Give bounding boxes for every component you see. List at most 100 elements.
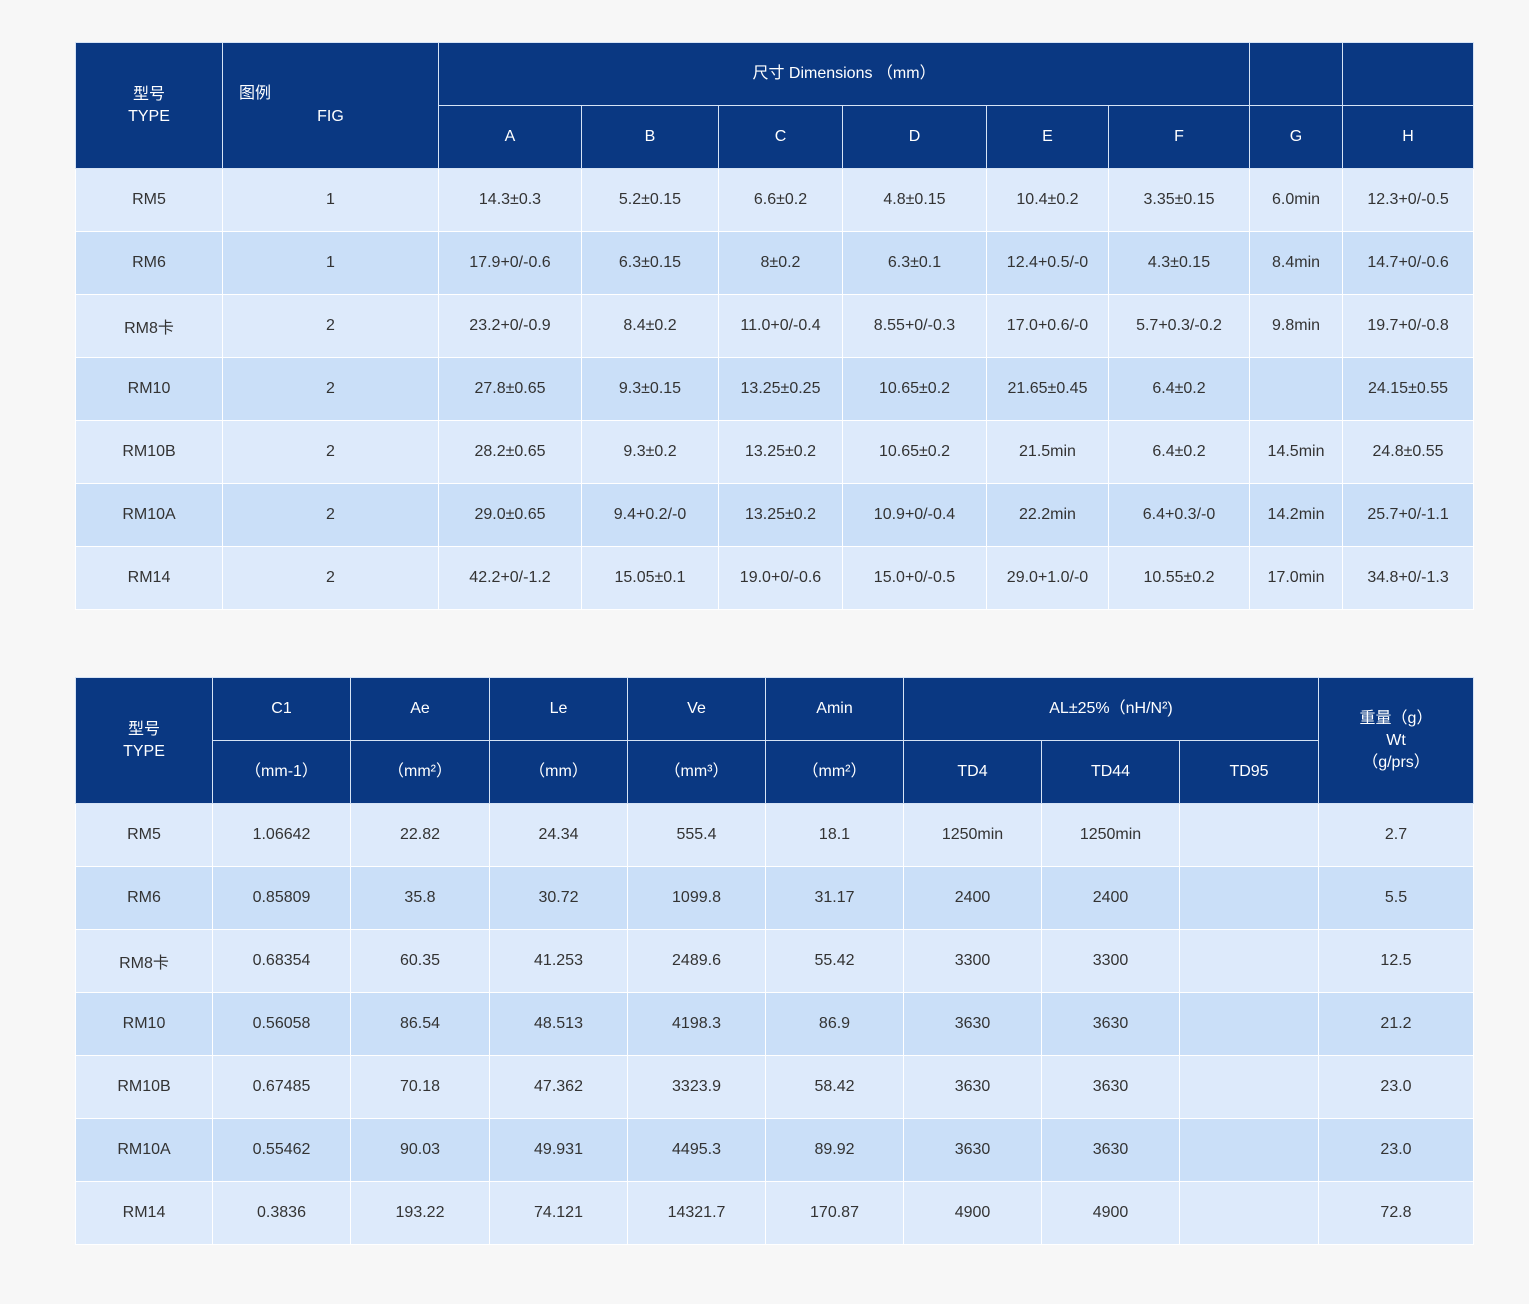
table-cell: 23.0 — [1318, 1118, 1474, 1182]
table-cell: 8±0.2 — [718, 231, 843, 295]
table-cell: 22.82 — [350, 803, 490, 867]
table-cell: 86.54 — [350, 992, 490, 1056]
table-cell: 9.8min — [1249, 294, 1344, 358]
table-cell: 1250min — [903, 803, 1042, 867]
table-cell: 9.3±0.2 — [581, 420, 719, 484]
table-cell: 42.2+0/-1.2 — [438, 546, 582, 610]
table-row: RM6 1 17.9+0/-0.6 6.3±0.15 8±0.2 6.3±0.1 12.4+… — [75, 231, 1475, 295]
table-cell: 5.5 — [1318, 866, 1474, 930]
table-cell: 0.67485 — [212, 1055, 351, 1119]
table-cell: 3630 — [903, 992, 1042, 1056]
table-cell: 41.253 — [489, 929, 628, 993]
dimensions-header: 尺寸 Dimensions （mm） — [437, 42, 1251, 106]
table-cell: 8.4±0.2 — [581, 294, 719, 358]
table-cell: 13.25±0.25 — [718, 357, 843, 421]
table-cell: 12.3+0/-0.5 — [1342, 168, 1475, 232]
table-cell: 48.513 — [489, 992, 628, 1056]
table-cell: 10.4±0.2 — [986, 168, 1109, 232]
table-row: RM14 0.3836 193.22 74.121 14321.7 170.87 4900 4… — [75, 1181, 1474, 1245]
table-cell: 6.4±0.2 — [1107, 420, 1251, 484]
table-cell: 6.0min — [1249, 168, 1344, 232]
table-cell: RM8卡 — [75, 294, 223, 358]
type-header-cn: 型号 — [132, 85, 165, 103]
unit-c1: （mm-1） — [212, 740, 351, 804]
table-row: RM5 1.06642 22.82 24.34 555.4 18.1 1250min 1250… — [75, 803, 1474, 867]
table-cell: 21.5min — [986, 420, 1109, 484]
dimensions-table-body: RM5 1 14.3±0.3 5.2±0.15 6.6±0.2 4.8±0.15 10.4±… — [75, 168, 1475, 610]
table-cell: 10.65±0.2 — [842, 357, 987, 421]
table-cell: 22.2min — [986, 483, 1109, 547]
table-cell: 6.3±0.15 — [581, 231, 719, 295]
table-cell: 5.7+0.3/-0.2 — [1107, 294, 1251, 358]
table-cell: 5.2±0.15 — [581, 168, 719, 232]
table-row: RM8卡 2 23.2+0/-0.9 8.4±0.2 11.0+0/-0.4 8.55+0… — [75, 294, 1475, 358]
table-cell — [1179, 866, 1319, 930]
h-header-top — [1342, 42, 1475, 106]
table-cell: 4.8±0.15 — [842, 168, 987, 232]
table-cell: RM10A — [75, 1118, 213, 1182]
type-header-2: 型号 TYPE — [75, 677, 213, 804]
table-row: RM10B 0.67485 70.18 47.362 3323.9 58.42 3630 36… — [75, 1055, 1474, 1119]
col-header-h: H — [1342, 105, 1475, 169]
table-cell: 0.55462 — [212, 1118, 351, 1182]
type-header-en: TYPE — [128, 107, 170, 125]
table-row: RM5 1 14.3±0.3 5.2±0.15 6.6±0.2 4.8±0.15 10.4±… — [75, 168, 1475, 232]
table-cell: 11.0+0/-0.4 — [718, 294, 843, 358]
table-cell: 49.931 — [489, 1118, 628, 1182]
table-cell: 89.92 — [765, 1118, 904, 1182]
table-row: RM10A 2 29.0±0.65 9.4+0.2/-0 13.25±0.2 10.9+0… — [75, 483, 1475, 547]
param-header-ae: Ae — [350, 677, 490, 741]
table-cell: 30.72 — [489, 866, 628, 930]
table-cell: RM5 — [75, 803, 213, 867]
al-col-td4: TD4 — [903, 740, 1042, 804]
param-header-le: Le — [489, 677, 628, 741]
table-cell: 13.25±0.2 — [718, 420, 843, 484]
table-cell: 3630 — [1041, 1118, 1180, 1182]
table-cell: 18.1 — [765, 803, 904, 867]
al-col-td95: TD95 — [1179, 740, 1319, 804]
weight-header-unit: （g/prs） — [1362, 753, 1430, 771]
table-row: RM10 0.56058 86.54 48.513 4198.3 86.9 3630 3630… — [75, 992, 1474, 1056]
table-cell: 13.25±0.2 — [718, 483, 843, 547]
table-cell: 2.7 — [1318, 803, 1474, 867]
table-cell: 86.9 — [765, 992, 904, 1056]
table-cell: 2489.6 — [627, 929, 766, 993]
table-cell: 27.8±0.65 — [438, 357, 582, 421]
param-header-c1: C1 — [212, 677, 351, 741]
table-cell: 19.0+0/-0.6 — [718, 546, 843, 610]
table-cell: 14.3±0.3 — [438, 168, 582, 232]
table-cell: 28.2±0.65 — [438, 420, 582, 484]
table-row: RM10 2 27.8±0.65 9.3±0.15 13.25±0.25 10.65±0.… — [75, 357, 1475, 421]
fig-header: 图例 FIG — [222, 42, 439, 169]
table-cell: 58.42 — [765, 1055, 904, 1119]
table-cell: 3300 — [1041, 929, 1180, 993]
table-cell: 8.4min — [1249, 231, 1344, 295]
table-cell: 555.4 — [627, 803, 766, 867]
weight-header-en: Wt — [1386, 731, 1406, 749]
param-header-amin: Amin — [765, 677, 904, 741]
table-cell: 2 — [222, 546, 439, 610]
table-cell: 6.4+0.3/-0 — [1107, 483, 1251, 547]
table-cell: 4198.3 — [627, 992, 766, 1056]
table-row: RM10A 0.55462 90.03 49.931 4495.3 89.92 3630 36… — [75, 1118, 1474, 1182]
col-header-f: F — [1107, 105, 1251, 169]
table-cell: 14.5min — [1249, 420, 1344, 484]
dimensions-table: 型号 TYPE 图例 FIG 尺寸 Dimensions （mm） A B C … — [75, 42, 1475, 610]
fig-header-cn: 图例 — [239, 85, 272, 102]
table-cell: 3630 — [903, 1055, 1042, 1119]
col-header-e: E — [986, 105, 1109, 169]
table-cell: 0.56058 — [212, 992, 351, 1056]
table-cell: RM5 — [75, 168, 223, 232]
col-header-a: A — [438, 105, 582, 169]
table-cell: RM6 — [75, 866, 213, 930]
table-cell: 14321.7 — [627, 1181, 766, 1245]
table-cell: 14.2min — [1249, 483, 1344, 547]
col-header-d: D — [842, 105, 987, 169]
col-header-c: C — [718, 105, 843, 169]
table-cell: 34.8+0/-1.3 — [1342, 546, 1475, 610]
type-header-2-cn: 型号 — [127, 720, 160, 738]
table-cell: 3323.9 — [627, 1055, 766, 1119]
table-cell: 8.55+0/-0.3 — [842, 294, 987, 358]
table-cell: 9.4+0.2/-0 — [581, 483, 719, 547]
table-row: RM14 2 42.2+0/-1.2 15.05±0.1 19.0+0/-0.6 15.0… — [75, 546, 1475, 610]
